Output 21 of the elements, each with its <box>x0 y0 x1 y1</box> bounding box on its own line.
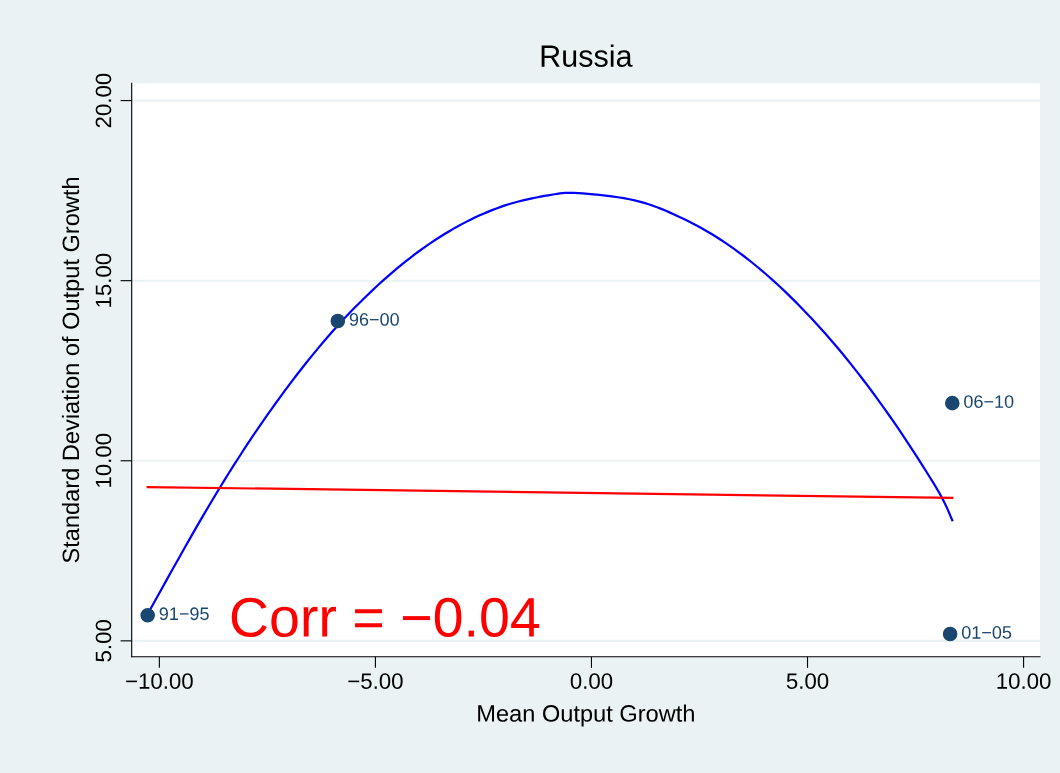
data-label: 06−10 <box>964 395 1014 408</box>
y-tick-label: 10.00 <box>95 433 112 487</box>
x-tick-label: 5.00 <box>786 673 829 689</box>
x-axis-title: Mean Output Growth <box>478 704 694 727</box>
data-label: 96−00 <box>349 313 399 326</box>
point <box>942 626 958 642</box>
point <box>330 313 346 329</box>
point <box>944 395 960 411</box>
point <box>140 607 155 623</box>
x-tick-label: 10.00 <box>997 673 1051 689</box>
data-label: 01−05 <box>961 626 1012 639</box>
y-axis-title: Standard Deviation of Output Growth <box>61 177 84 563</box>
y-tick-label: 20.00 <box>95 73 112 128</box>
annotation: Corr = −0.04 <box>231 597 540 638</box>
data-label: 91−95 <box>159 607 209 621</box>
y-tick-label: 5.00 <box>95 620 112 662</box>
x-tick-label: −5.00 <box>348 673 403 689</box>
chart-title: Russia <box>541 44 633 67</box>
x-tick-label: −10.00 <box>126 673 193 689</box>
x-tick-label: 0.00 <box>570 673 613 689</box>
y-tick-label: 15.00 <box>95 253 112 307</box>
